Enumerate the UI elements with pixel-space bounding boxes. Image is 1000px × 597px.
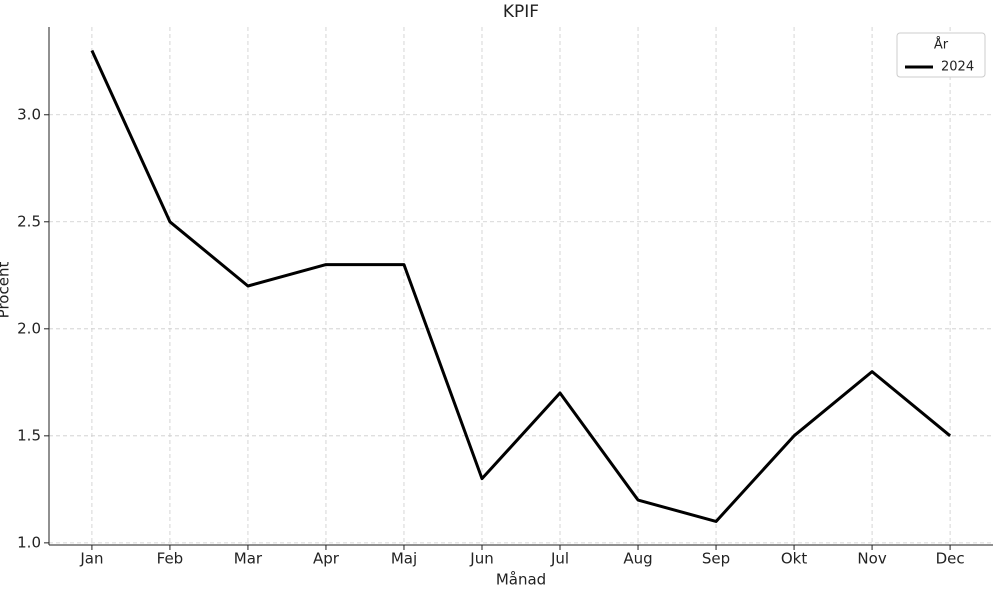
x-tick-label: Sep xyxy=(702,550,730,568)
line-series xyxy=(90,49,952,523)
y-axis-label: Procent xyxy=(0,262,13,319)
legend-label: 2024 xyxy=(941,60,974,75)
y-tick-label: 2.5 xyxy=(17,212,41,230)
x-tick-label: Maj xyxy=(391,550,417,568)
x-tick-label: Apr xyxy=(313,550,340,568)
x-tick-label: Feb xyxy=(157,550,184,568)
x-tick-label: Dec xyxy=(936,550,965,568)
x-tick-label: Nov xyxy=(857,550,886,568)
x-tick-label: Jul xyxy=(550,550,569,568)
x-tick-label: Aug xyxy=(623,550,652,568)
x-tick-label: Jan xyxy=(79,550,103,568)
y-tick-label: 2.0 xyxy=(17,319,41,337)
y-tick-label: 3.0 xyxy=(17,105,41,123)
x-tick-label: Mar xyxy=(234,550,263,568)
x-tick-label: Jun xyxy=(469,550,493,568)
y-tick-label: 1.5 xyxy=(17,426,41,444)
legend-title: År xyxy=(934,37,949,53)
chart-title: KPIF xyxy=(503,2,539,22)
x-axis-label: Månad xyxy=(496,571,546,589)
y-tick-label: 1.0 xyxy=(17,533,41,551)
x-tick-label: Okt xyxy=(781,550,807,568)
